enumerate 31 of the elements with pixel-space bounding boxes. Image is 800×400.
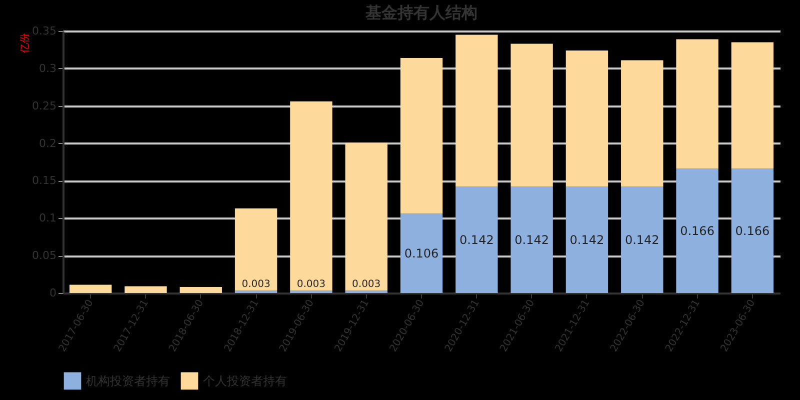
bar xyxy=(69,284,112,293)
bar xyxy=(621,60,664,187)
data-label: 0.142 xyxy=(459,232,494,247)
data-label: 0.003 xyxy=(296,278,326,290)
bar xyxy=(510,44,553,187)
bar xyxy=(290,101,332,291)
bar xyxy=(566,50,608,187)
bar xyxy=(234,208,278,291)
bar xyxy=(400,58,443,214)
data-label: 0.003 xyxy=(352,278,381,290)
bar xyxy=(456,34,498,187)
bar xyxy=(180,287,222,293)
bar xyxy=(676,168,718,293)
bar xyxy=(510,186,553,293)
bar xyxy=(345,142,388,291)
bar xyxy=(400,214,443,293)
data-label: 0.142 xyxy=(570,232,604,247)
bar xyxy=(676,39,718,169)
bar xyxy=(124,286,167,293)
data-label: 0.166 xyxy=(680,224,714,238)
bar xyxy=(621,186,664,293)
data-label: 0.106 xyxy=(404,246,439,260)
data-label: 0.166 xyxy=(735,224,770,238)
data-label: 0.142 xyxy=(514,232,549,247)
y-axis-title: 亿份 xyxy=(20,33,31,54)
bar xyxy=(731,168,774,293)
bar xyxy=(731,42,774,169)
bar xyxy=(566,186,608,293)
bar xyxy=(456,186,498,293)
data-label: 0.003 xyxy=(242,278,270,290)
data-label: 0.142 xyxy=(624,232,660,247)
